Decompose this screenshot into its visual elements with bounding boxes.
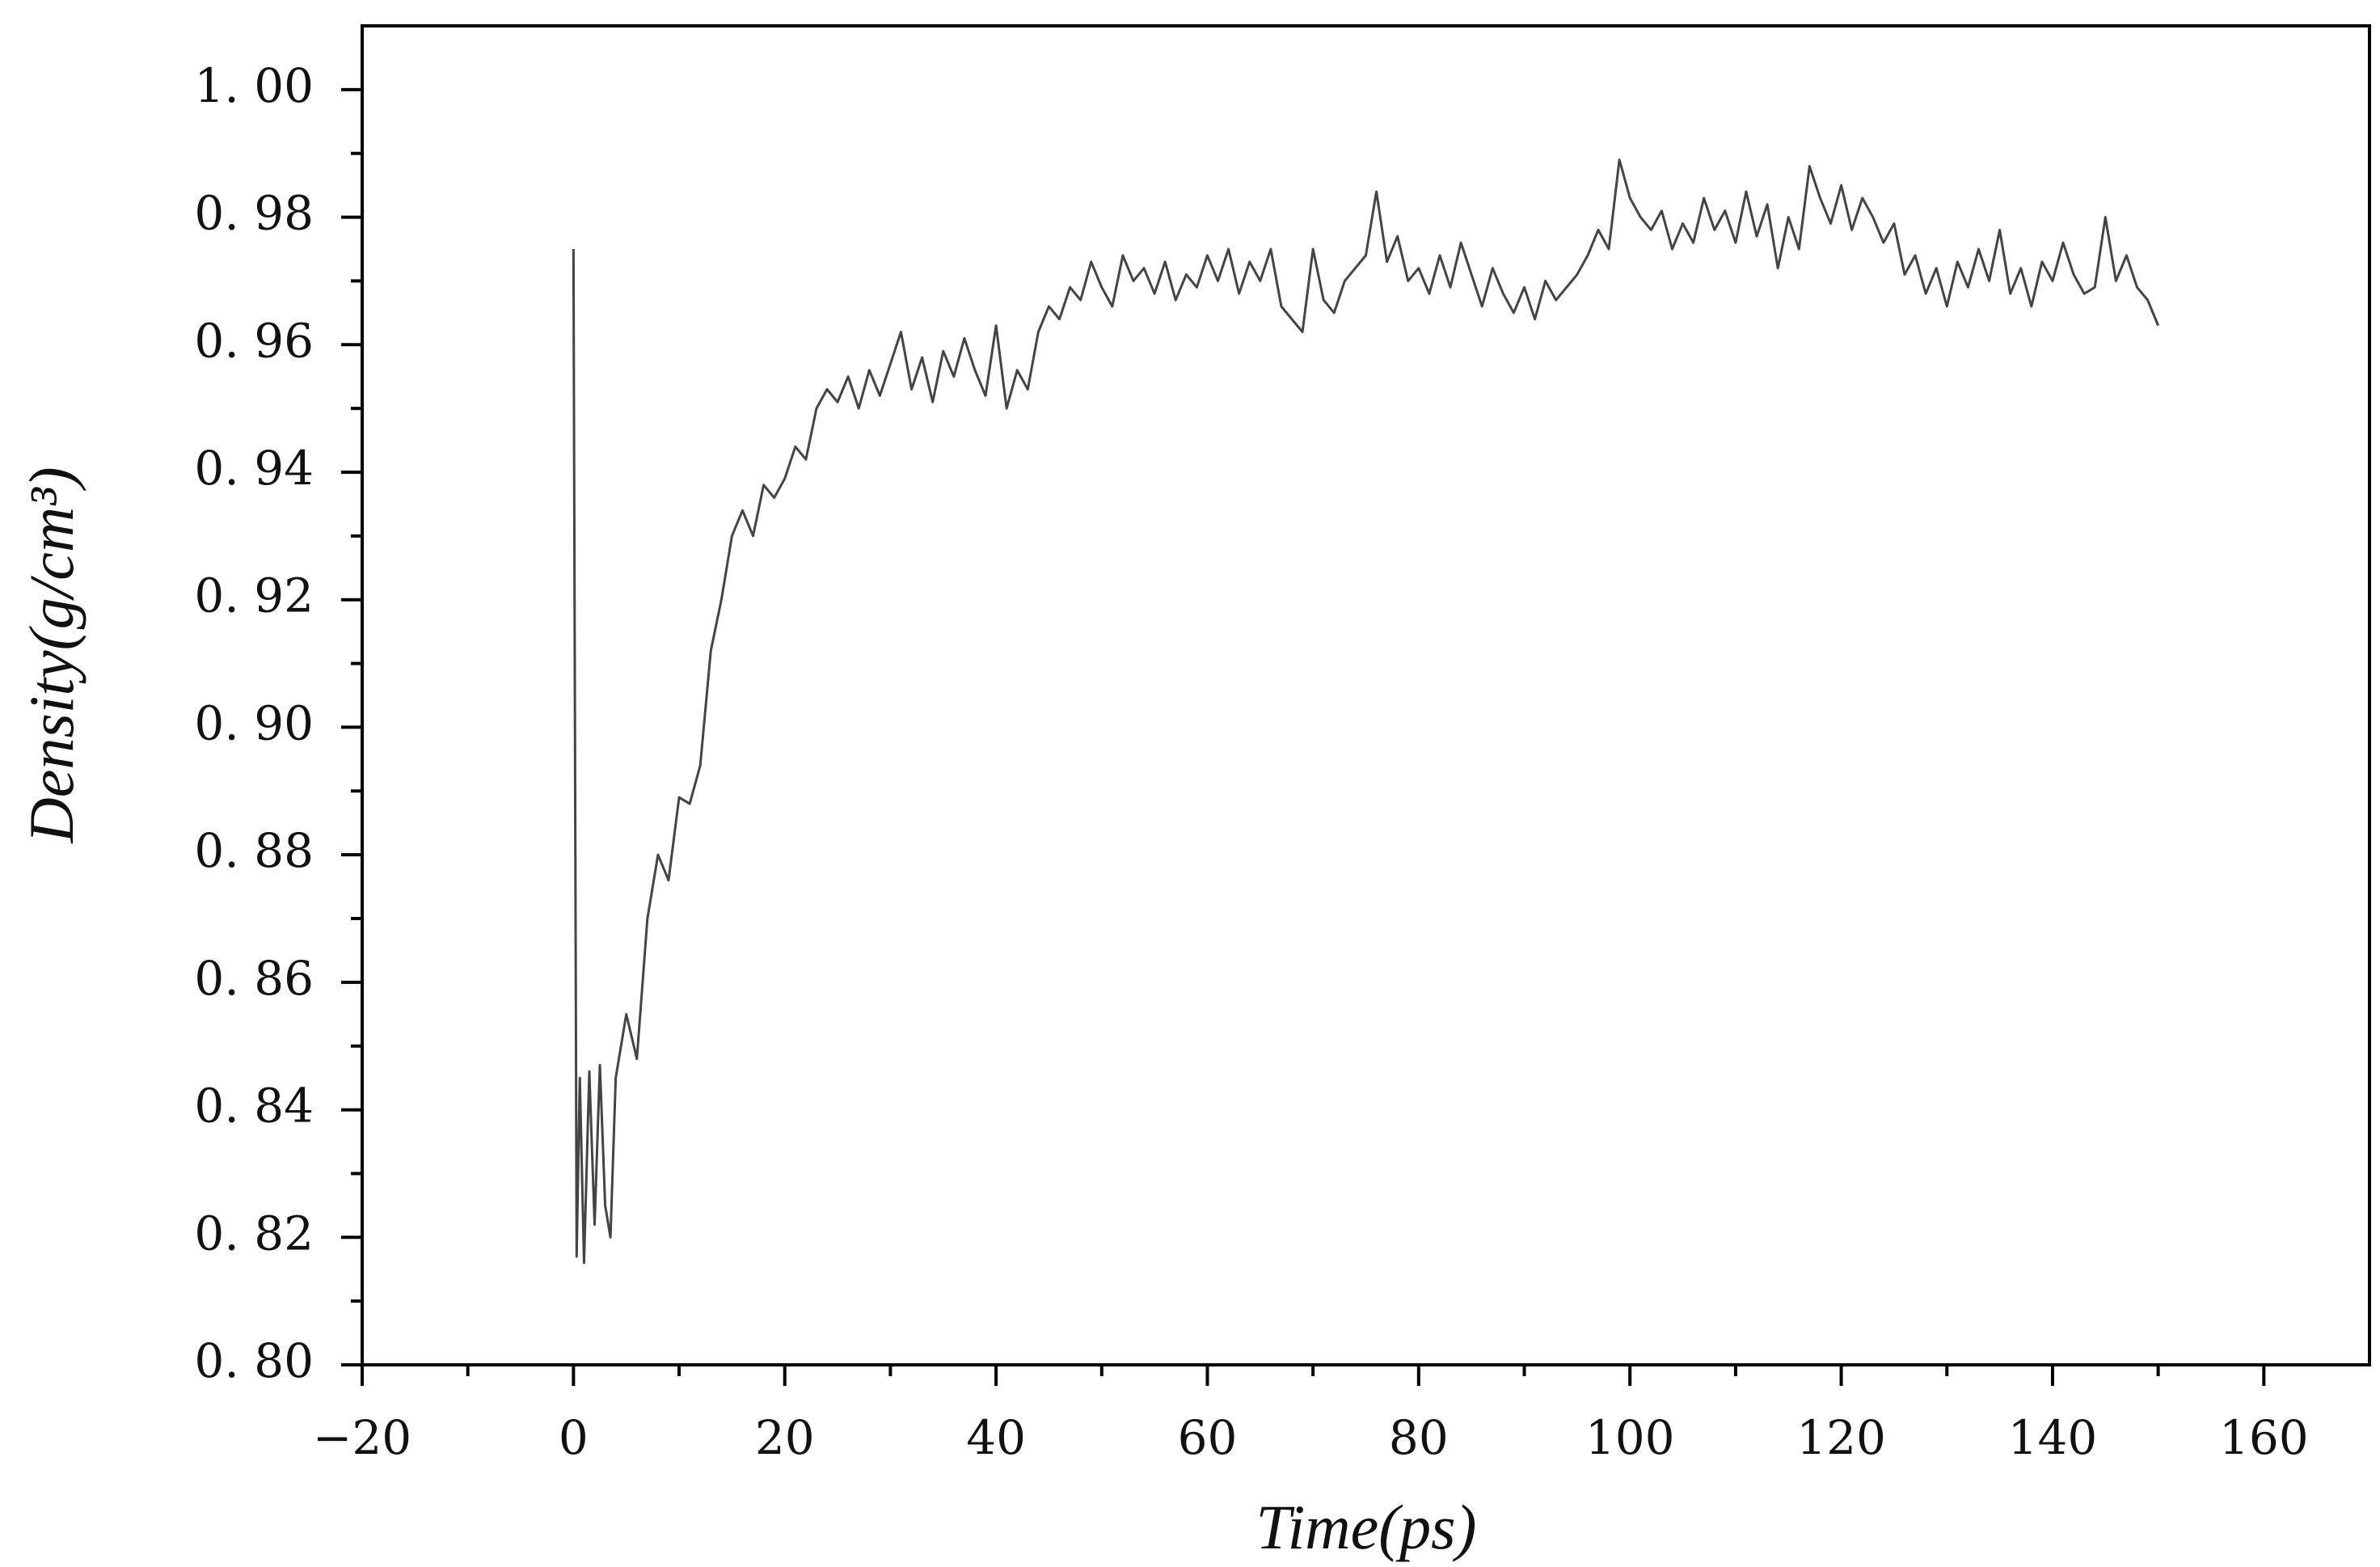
y-tick-label: 0. 88 [194, 823, 314, 878]
y-tick-label: 0. 96 [194, 313, 314, 368]
x-tick-label: 160 [2219, 1410, 2309, 1465]
x-tick-label: 60 [1178, 1410, 1238, 1465]
y-tick-label: 0. 98 [194, 186, 314, 241]
y-tick-label: 0. 94 [194, 441, 314, 496]
y-tick-label: 0. 92 [194, 568, 314, 623]
y-tick-label: 0. 84 [194, 1079, 314, 1134]
plot-frame [361, 24, 2371, 1366]
x-tick-label: 80 [1389, 1410, 1449, 1465]
y-tick-label: 0. 82 [194, 1206, 314, 1261]
x-tick-label: −20 [313, 1410, 411, 1465]
y-tick-label: 1. 00 [194, 58, 314, 113]
y-axis-label: Density(g/cm³) [16, 467, 87, 843]
data-line [572, 158, 2160, 1265]
y-tick-label: 0. 90 [194, 695, 314, 750]
y-tick-label: 0. 86 [194, 951, 314, 1006]
x-tick-label: 0 [559, 1410, 589, 1465]
x-tick-label: 100 [1585, 1410, 1675, 1465]
x-tick-label: 120 [1796, 1410, 1886, 1465]
x-tick-label: 40 [966, 1410, 1026, 1465]
x-axis-label: Time(ps) [1256, 1492, 1477, 1562]
x-tick-label: 140 [2008, 1410, 2098, 1465]
y-tick-label: 0. 80 [194, 1333, 314, 1388]
x-tick-label: 20 [755, 1410, 815, 1465]
